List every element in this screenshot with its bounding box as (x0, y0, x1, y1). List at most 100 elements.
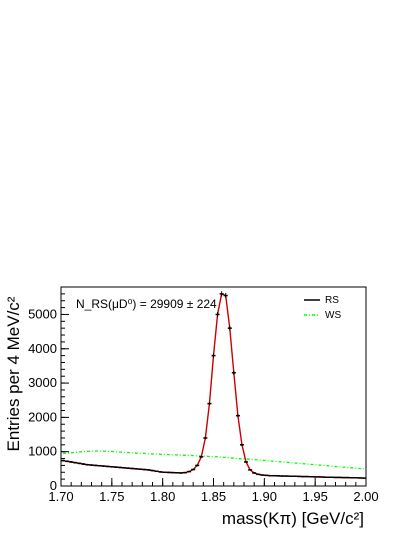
rs-point (361, 477, 366, 479)
rs-point (130, 467, 135, 470)
rs-point (170, 471, 175, 474)
series-layer (61, 291, 366, 479)
rs-point (268, 474, 273, 477)
legend-rs-label: RS (325, 295, 339, 306)
rs-point (349, 477, 354, 479)
rs-point (357, 477, 362, 479)
rs-point (150, 469, 155, 472)
rs-point (341, 476, 346, 479)
rs-point (109, 465, 114, 468)
y-tick-label: 5000 (28, 306, 57, 321)
rs-point (280, 475, 285, 477)
rs-point (317, 476, 322, 478)
rs-point (105, 465, 110, 468)
rs-point (313, 476, 318, 478)
rs-point (69, 461, 74, 463)
rs-point (154, 470, 159, 472)
rs-point (93, 464, 98, 467)
y-axis-ticks: 0 1000 2000 3000 4000 5000 (28, 286, 69, 493)
plot-frame (60, 286, 367, 487)
x-tick-label: 1.90 (252, 489, 277, 504)
rs-point (138, 468, 143, 470)
x-tick-label: 1.85 (201, 489, 226, 504)
y-axis-title: Entries per 4 MeV/c² (4, 296, 23, 451)
rs-point (305, 475, 310, 478)
y-tick-label: 2000 (28, 409, 57, 424)
rs-point (248, 469, 253, 471)
rs-point (113, 466, 118, 468)
x-tick-label: 2.00 (353, 489, 378, 504)
legend-ws-label: WS (325, 310, 341, 321)
y-tick-label: 1000 (28, 444, 57, 459)
rs-point (333, 476, 338, 479)
x-axis-ticks: 1.70 1.75 1.80 1.85 1.90 1.95 2.00 (48, 478, 379, 504)
rs-point (195, 464, 200, 467)
rs-point (292, 475, 297, 477)
rs-point (146, 469, 151, 471)
rs-point (117, 466, 122, 469)
x-tick-label: 1.70 (48, 489, 73, 504)
rs-point (162, 471, 167, 474)
rs-point (187, 470, 192, 473)
rs-point (73, 461, 78, 464)
rs-point (203, 436, 208, 440)
x-tick-label: 1.80 (150, 489, 175, 504)
rs-point (215, 312, 220, 317)
rs-point (207, 401, 212, 406)
legend: RS WS (304, 295, 341, 321)
rs-point (276, 475, 281, 477)
y-tick-label: 4000 (28, 341, 57, 356)
fit-curve (62, 292, 364, 479)
rs-point (77, 462, 82, 465)
rs-point (300, 475, 305, 478)
rs-point (284, 475, 289, 477)
rs-point (235, 414, 240, 418)
fit-annotation: N_RS(μD⁰) = 29909 ± 224 (76, 297, 217, 311)
rs-point (223, 293, 228, 299)
x-axis-title: mass(Kπ) [GeV/c²] (222, 509, 364, 528)
rs-point (174, 472, 179, 474)
rs-point (329, 476, 334, 479)
rs-point (321, 476, 326, 478)
rs-point (296, 475, 301, 478)
rs-point (191, 468, 196, 471)
series-ws-line (62, 450, 365, 470)
rs-point (61, 459, 66, 462)
rs-point (158, 471, 163, 473)
rs-point (288, 475, 293, 477)
rs-point (260, 474, 265, 476)
rs-point (178, 472, 183, 474)
rs-point (211, 353, 216, 358)
rs-point (142, 468, 147, 471)
rs-point (122, 467, 127, 469)
rs-point (97, 464, 102, 467)
rs-point (85, 463, 90, 466)
rs-point (126, 467, 131, 469)
rs-point (166, 471, 171, 474)
rs-point (81, 463, 86, 465)
rs-point (227, 325, 232, 331)
rs-point (231, 370, 236, 375)
rs-point (337, 476, 342, 479)
x-tick-label: 1.75 (99, 489, 124, 504)
rs-point (272, 474, 277, 477)
rs-point (134, 468, 139, 470)
rs-point (239, 443, 244, 447)
rs-point (101, 465, 106, 467)
rs-point (325, 476, 330, 479)
x-tick-label: 1.95 (303, 489, 328, 504)
rs-point (353, 477, 358, 479)
rs-point (256, 473, 261, 476)
rs-point (65, 460, 70, 463)
rs-point (199, 455, 204, 458)
y-tick-label: 3000 (28, 375, 57, 390)
rs-point (252, 472, 257, 474)
rs-point (219, 291, 224, 297)
rs-point (89, 464, 94, 466)
y-tick-label: 0 (50, 478, 57, 493)
rs-point (244, 461, 249, 463)
rs-point (309, 475, 314, 478)
rs-point (183, 471, 188, 474)
rs-point (345, 476, 350, 479)
